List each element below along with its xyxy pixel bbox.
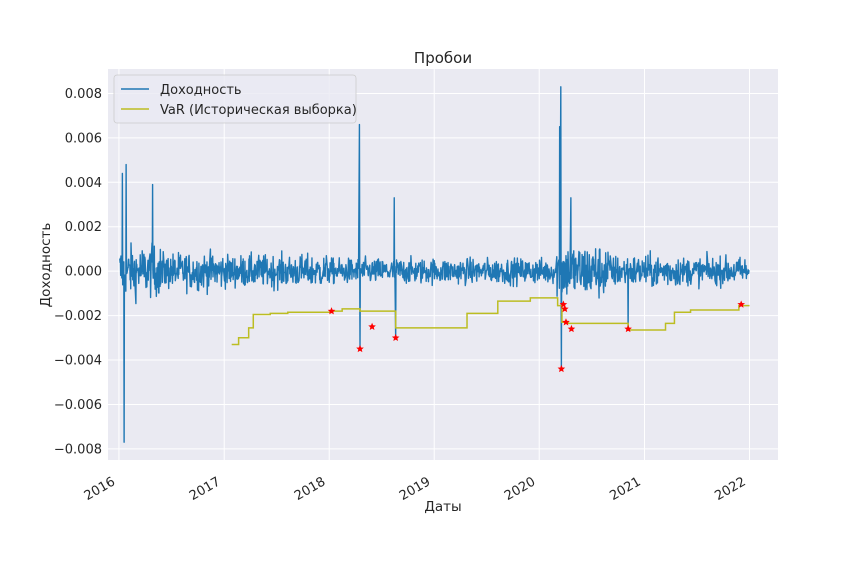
x-tick-label: 2022 <box>712 474 748 504</box>
x-axis-label: Даты <box>424 499 461 515</box>
y-tick-label: −0.002 <box>54 309 102 324</box>
breach-markers <box>327 300 745 373</box>
legend-label-returns: Доходность <box>160 83 242 98</box>
y-tick-label: 0.002 <box>65 220 102 235</box>
y-tick-labels: −0.008 −0.006 −0.004 −0.002 0.000 0.002 0.004 0… <box>54 87 102 457</box>
breach-marker <box>737 300 745 308</box>
y-tick-label: −0.006 <box>54 398 102 413</box>
breach-marker <box>327 307 336 315</box>
breach-marker <box>559 300 568 308</box>
x-tick-label: 2020 <box>502 474 538 504</box>
x-tick-labels: 2016 2017 2018 2019 2020 2021 2022 <box>82 474 749 504</box>
var-line <box>231 297 750 346</box>
legend-box <box>113 74 357 124</box>
var-series <box>231 297 750 346</box>
breach-marker <box>624 324 632 333</box>
y-axis-label: Доходность <box>38 223 54 308</box>
x-tick-label: 2017 <box>187 474 223 504</box>
y-tick-label: 0.000 <box>65 265 102 280</box>
returns-series <box>119 86 750 443</box>
breach-marker <box>557 364 566 373</box>
y-tick-label: 0.006 <box>65 131 102 146</box>
x-tick-label: 2018 <box>292 474 328 504</box>
y-tick-label: −0.008 <box>54 442 102 457</box>
breach-marker <box>368 322 376 330</box>
legend-label-var: VaR (Историческая выборка) <box>160 103 357 118</box>
breach-marker <box>562 318 570 326</box>
legend: Доходность VaR (Историческая выборка) <box>113 74 357 124</box>
returns-line <box>119 86 750 443</box>
y-tick-label: 0.004 <box>65 176 102 191</box>
chart-title: Пробои <box>414 49 472 67</box>
breach-marker <box>567 324 576 333</box>
y-tick-label: −0.004 <box>54 354 102 369</box>
y-tick-label: 0.008 <box>65 87 102 102</box>
breach-marker <box>356 344 364 353</box>
x-tick-label: 2016 <box>82 474 118 504</box>
x-tick-label: 2021 <box>607 474 643 504</box>
breach-marker <box>561 304 569 313</box>
breach-marker <box>391 333 400 342</box>
